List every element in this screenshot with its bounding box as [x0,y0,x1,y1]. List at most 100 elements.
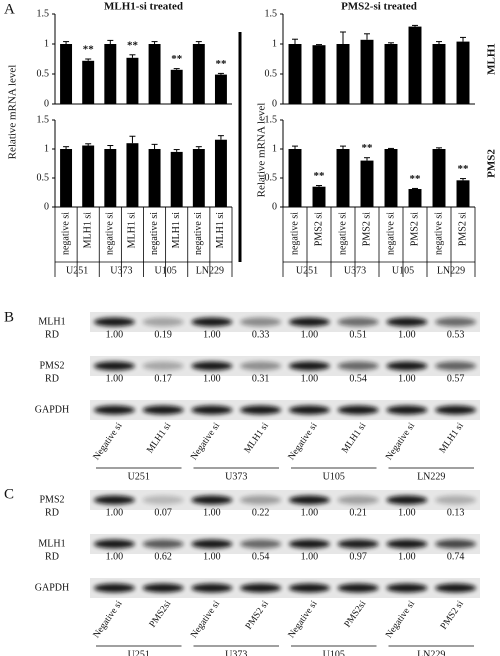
band [386,583,428,593]
rd-value: 0.62 [154,551,172,562]
x-tick-label: negative si [289,212,300,255]
group-label: LN229 [417,471,445,482]
y-tick-label: 0 [272,201,277,212]
band [435,539,477,549]
lane-label: Negative si [384,599,417,640]
band [142,317,184,327]
rd-value: 1.00 [301,329,319,340]
x-tick-label: negative si [60,212,71,255]
lane-label: Negative si [189,421,222,462]
lane-label: MLH1 si [243,421,271,455]
significance: ** [171,53,183,65]
rd-value: 0.74 [447,551,465,562]
bar [104,44,117,104]
band [93,495,135,505]
band [240,361,282,371]
band [191,583,233,593]
rd-value: 0.07 [154,507,172,518]
band [288,495,330,505]
y-tick-label: 1 [44,143,49,154]
bar [456,41,470,104]
y-tick-label: 1.5 [37,114,50,125]
band [288,361,330,371]
x-tick-label: PMS2 si [313,212,324,246]
bar [60,149,73,207]
x-tick-label: MLH1 si [127,212,138,249]
y-tick-label: 1.5 [265,114,278,125]
bar [408,189,422,207]
significance: ** [127,39,139,51]
bar [408,26,422,105]
rd-value: 0.19 [154,329,172,340]
band [93,361,135,371]
rd-value: 0.17 [154,373,172,384]
group-label: LN229 [196,265,224,276]
band [288,317,330,327]
x-tick-label: MLH1 si [215,212,226,249]
bar [456,180,470,207]
significance: ** [83,44,95,56]
protein-label: PMS2 [39,494,64,505]
group-label: U373 [110,265,132,276]
bar [384,44,398,104]
band [93,405,135,415]
bar [170,151,183,207]
y-tick-label: 1 [272,143,277,154]
band [435,495,477,505]
band [435,405,477,415]
band [93,583,135,593]
rd-value: 1.00 [106,551,124,562]
blot-strip [90,578,480,598]
group-label: U373 [225,649,247,656]
band [191,317,233,327]
band [337,539,379,549]
panel-letter: B [4,309,14,325]
rd-value: 1.00 [301,507,319,518]
lane-label: Negative si [384,421,417,462]
y-tick-label: 1.5 [37,8,50,19]
bar [214,74,227,104]
group-label: U251 [128,649,150,656]
x-tick-label: negative si [385,212,396,255]
blot-strip [90,534,480,554]
protein-label: PMS2 [39,360,64,371]
band [191,361,233,371]
bar [104,149,117,207]
group-label: U251 [66,265,88,276]
side-label: PMS2 [486,149,498,178]
bar [82,145,95,207]
rd-label: RD [45,329,59,340]
band [386,317,428,327]
band [191,539,233,549]
blot-strip [90,356,480,376]
y-axis-label: Relative mRNA level [256,103,268,198]
group-label: U373 [225,471,247,482]
rd-value: 1.00 [398,551,416,562]
band [142,539,184,549]
rd-value: 1.00 [106,507,124,518]
band [337,583,379,593]
group-label: U105 [323,649,345,656]
lane-label: PMS2si [343,599,369,630]
x-tick-label: MLH1 si [82,212,93,249]
bar [126,143,139,207]
group-label: U251 [296,265,318,276]
lane-label: MLH1 si [438,421,466,455]
band [435,583,477,593]
bar [432,149,446,207]
band [386,361,428,371]
band [288,583,330,593]
rd-value: 0.13 [447,507,465,518]
group-label: LN229 [437,265,465,276]
y-tick-label: 0.5 [37,172,50,183]
x-tick-label: negative si [337,212,348,255]
band [288,539,330,549]
band [240,583,282,593]
rd-value: 0.57 [447,373,465,384]
band [435,361,477,371]
y-tick-label: 1 [44,38,49,49]
band [142,405,184,415]
band [337,317,379,327]
rd-value: 1.00 [106,373,124,384]
band [386,405,428,415]
